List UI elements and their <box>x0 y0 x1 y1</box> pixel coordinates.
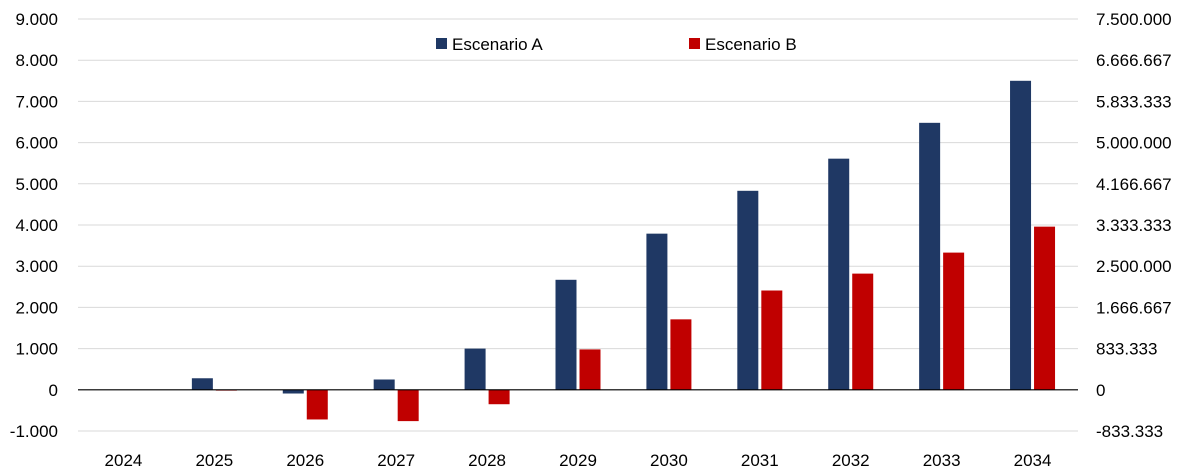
bars <box>191 80 1056 422</box>
y-tick-label-right: 833.333 <box>1096 340 1157 359</box>
y-tick-label-left: 1.000 <box>15 340 58 359</box>
bar-escenario-a <box>282 389 304 394</box>
x-tick-label: 2024 <box>105 451 143 470</box>
bar-escenario-b <box>670 319 692 390</box>
y-tick-label-right: 5.000.000 <box>1096 134 1172 153</box>
bar-escenario-b <box>488 389 510 405</box>
y-tick-label-right: -833.333 <box>1096 422 1163 441</box>
bar-escenario-a <box>828 158 850 390</box>
y-tick-label-left: 6.000 <box>15 134 58 153</box>
x-tick-label: 2031 <box>741 451 779 470</box>
bar-escenario-a <box>464 348 486 390</box>
y-tick-label-right: 6.666.667 <box>1096 51 1172 70</box>
bar-escenario-b <box>761 290 783 390</box>
legend-swatch <box>436 38 447 49</box>
x-tick-label: 2032 <box>832 451 870 470</box>
y-tick-label-right: 1.666.667 <box>1096 298 1172 317</box>
bar-escenario-a <box>737 190 759 390</box>
y-tick-label-right: 3.333.333 <box>1096 216 1172 235</box>
x-tick-label: 2026 <box>286 451 324 470</box>
y-tick-label-left: 4.000 <box>15 216 58 235</box>
y-tick-label-right: 0 <box>1096 381 1105 400</box>
legend-label: Escenario B <box>705 35 797 54</box>
y-tick-label-left: 2.000 <box>15 298 58 317</box>
x-tick-label: 2033 <box>923 451 961 470</box>
bar-escenario-a <box>555 279 577 390</box>
legend-swatch <box>689 38 700 49</box>
bar-escenario-a <box>919 122 941 390</box>
x-tick-label: 2028 <box>468 451 506 470</box>
bar-escenario-a <box>646 233 668 390</box>
y-tick-label-right: 7.500.000 <box>1096 10 1172 29</box>
y-axis-left-ticks: -1.000 0 1.000 2.000 3.000 4.000 5.000 6.000 7.0… <box>10 10 58 441</box>
x-tick-label: 2029 <box>559 451 597 470</box>
y-tick-label-left: 5.000 <box>15 175 58 194</box>
bar-escenario-a <box>1010 80 1032 390</box>
bar-escenario-b <box>943 252 965 390</box>
y-tick-label-left: 3.000 <box>15 257 58 276</box>
legend-label: Escenario A <box>452 35 543 54</box>
x-tick-label: 2034 <box>1014 451 1052 470</box>
x-axis-ticks: 2024 2025 2026 2027 2028 2029 2030 2031 2032 2033… <box>105 451 1052 470</box>
bar-escenario-a <box>191 378 213 390</box>
bar-escenario-b <box>852 273 874 390</box>
x-tick-label: 2030 <box>650 451 688 470</box>
y-axis-right-ticks: -833.333 0 833.333 1.666.667 2.500.000 3.333.… <box>1096 10 1172 441</box>
bar-escenario-b <box>306 389 328 420</box>
y-tick-label-left: 9.000 <box>15 10 58 29</box>
x-tick-label: 2025 <box>195 451 233 470</box>
y-tick-label-left: -1.000 <box>10 422 58 441</box>
y-tick-label-left: 0 <box>49 381 58 400</box>
bar-escenario-a <box>373 379 395 390</box>
y-tick-label-right: 2.500.000 <box>1096 257 1172 276</box>
y-tick-label-left: 7.000 <box>15 92 58 111</box>
bar-escenario-b <box>1034 226 1056 390</box>
y-tick-label-right: 5.833.333 <box>1096 92 1172 111</box>
x-tick-label: 2027 <box>377 451 415 470</box>
legend: Escenario A Escenario B <box>436 35 797 54</box>
y-tick-label-left: 8.000 <box>15 51 58 70</box>
bar-escenario-b <box>397 389 419 422</box>
y-tick-label-right: 4.166.667 <box>1096 175 1172 194</box>
bar-escenario-b <box>579 349 601 390</box>
